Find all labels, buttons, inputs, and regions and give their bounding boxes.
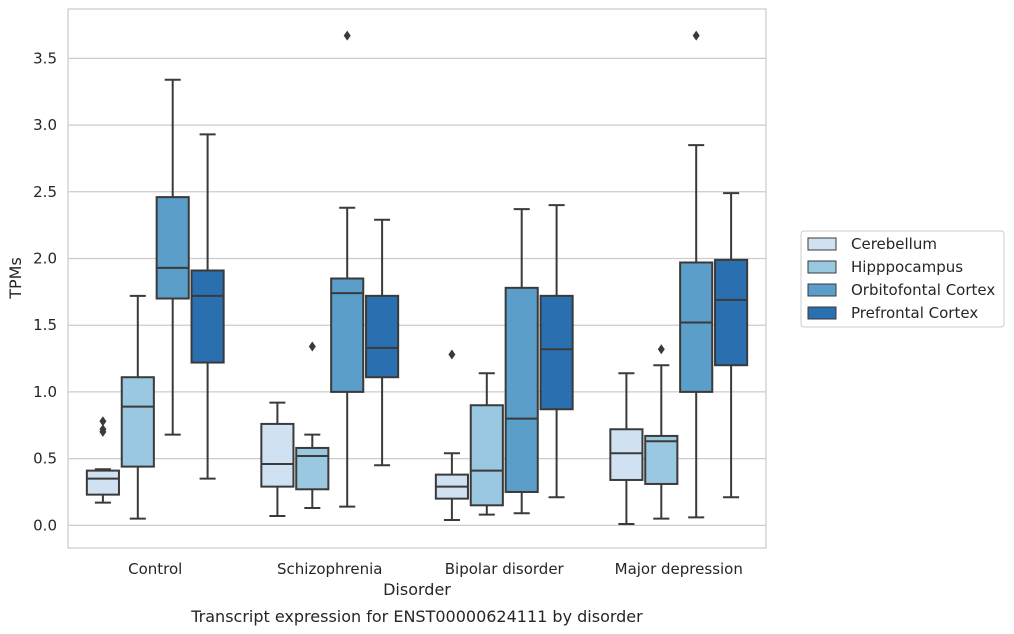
- legend-swatch: [807, 306, 837, 320]
- y-tick-label: 2.5: [33, 183, 57, 201]
- box-group-control: [85, 78, 225, 520]
- box-body: [295, 446, 330, 491]
- box-body: [190, 269, 225, 364]
- box-body: [679, 261, 714, 393]
- box-prefrontal-cortex: [539, 204, 574, 499]
- x-tick-label: Schizophrenia: [277, 560, 382, 578]
- legend-label: Hipppocampus: [851, 258, 963, 276]
- legend-swatch: [807, 237, 837, 251]
- y-tick-label: 0.5: [33, 450, 57, 468]
- x-tick-label: Bipolar disorder: [445, 560, 565, 578]
- outlier-point: [448, 349, 456, 360]
- box-hipppocampus: [644, 344, 679, 520]
- y-axis-label: TPMs: [6, 257, 25, 300]
- x-tick-label: Major depression: [615, 560, 743, 578]
- box-body: [260, 422, 295, 488]
- outlier-point: [343, 30, 351, 41]
- box-prefrontal-cortex: [714, 192, 749, 499]
- box-body: [469, 404, 504, 507]
- box-orbitofontal-cortex: [504, 208, 539, 515]
- y-tick-label: 0.0: [33, 516, 57, 534]
- plot-frame: [67, 8, 767, 549]
- box-body: [644, 434, 679, 485]
- legend-label: Cerebellum: [851, 235, 937, 253]
- y-tick-label: 2.0: [33, 249, 57, 267]
- y-tick-label: 3.0: [33, 116, 57, 134]
- y-tick-label: 1.0: [33, 383, 57, 401]
- box-hipppocampus: [469, 372, 504, 516]
- box-body: [365, 294, 400, 379]
- box-group-bipolar-disorder: [434, 204, 574, 521]
- legend-swatch: [807, 260, 837, 274]
- box-body: [330, 277, 365, 393]
- box-cerebellum: [609, 372, 644, 525]
- box-body: [539, 294, 574, 411]
- box-orbitofontal-cortex: [330, 30, 365, 508]
- box-body: [155, 196, 190, 300]
- outlier-point: [99, 424, 107, 435]
- outlier-point: [657, 344, 665, 355]
- box-hipppocampus: [295, 341, 330, 509]
- box-orbitofontal-cortex: [155, 78, 190, 436]
- box-group-major-depression: [609, 30, 749, 525]
- y-tick-labels: 0.0 0.5 1.0 1.5 2.0 2.5 3.0 3.5: [33, 49, 57, 534]
- legend-swatch: [807, 283, 837, 297]
- box-body: [714, 258, 749, 367]
- y-tick-label: 3.5: [33, 49, 57, 67]
- x-axis-label: Disorder: [383, 580, 451, 599]
- outlier-point: [99, 416, 107, 427]
- outlier-point: [308, 341, 316, 352]
- x-tick-label: Control: [128, 560, 182, 578]
- box-body: [120, 376, 155, 468]
- legend-label: Prefrontal Cortex: [851, 304, 978, 322]
- box-cerebellum: [434, 349, 469, 521]
- legend: Cerebellum Hipppocampus Orbitofontal Corte…: [800, 230, 1005, 328]
- legend-label: Orbitofontal Cortex: [851, 281, 995, 299]
- box-body: [504, 286, 539, 493]
- figure-caption: Transcript expression for ENST0000062411…: [190, 607, 643, 626]
- outlier-point: [692, 30, 700, 41]
- box-body: [609, 428, 644, 481]
- box-body: [85, 469, 120, 496]
- box-orbitofontal-cortex: [679, 30, 714, 519]
- box-cerebellum: [260, 401, 295, 517]
- box-prefrontal-cortex: [365, 218, 400, 467]
- box-prefrontal-cortex: [190, 133, 225, 480]
- box-cerebellum: [85, 416, 120, 504]
- box-hipppocampus: [120, 294, 155, 520]
- box-group-schizophrenia: [260, 30, 400, 517]
- legend-frame: [800, 230, 1005, 328]
- grid-lines: [68, 57, 766, 526]
- x-tick-labels: Control Schizophrenia Bipolar disorder Majo…: [128, 560, 743, 578]
- box-groups: [85, 30, 749, 525]
- y-tick-label: 1.5: [33, 316, 57, 334]
